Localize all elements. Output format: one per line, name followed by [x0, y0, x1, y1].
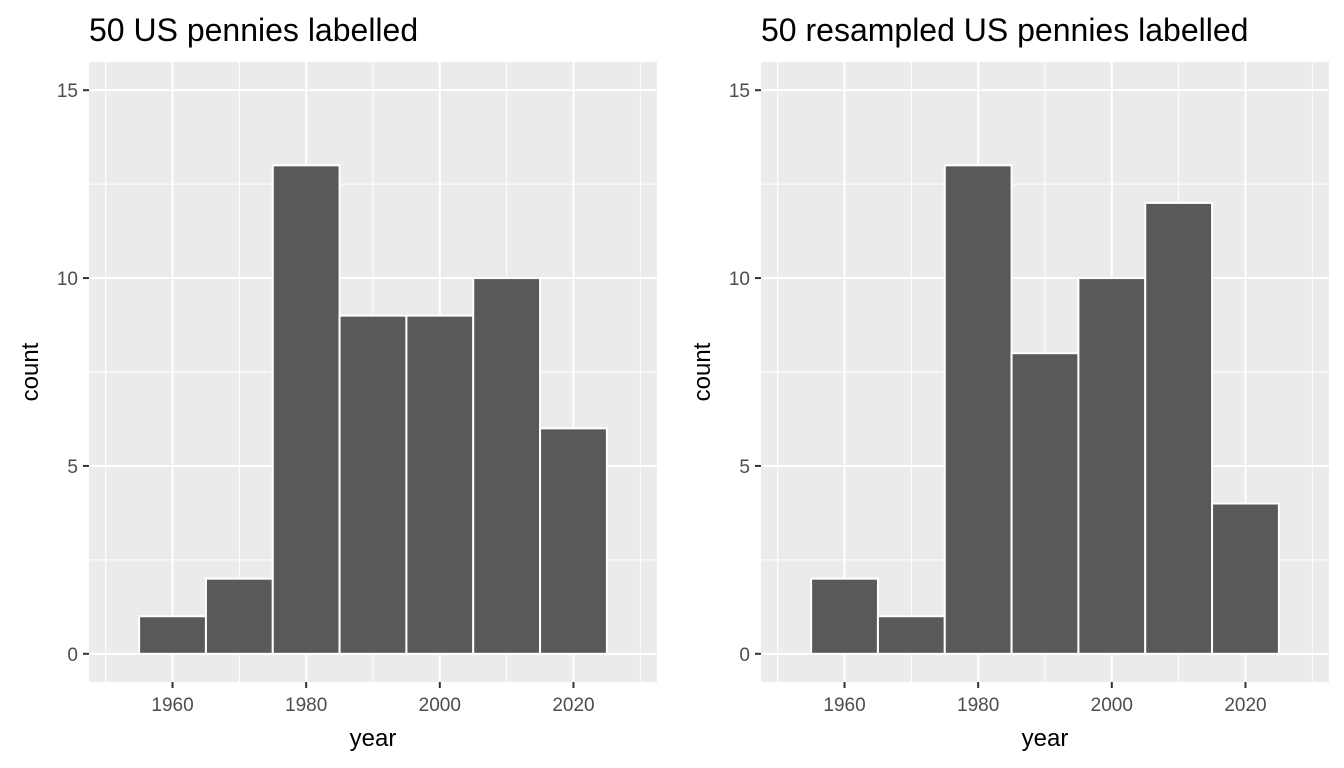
- left-x-tick-label: 2020: [552, 695, 594, 716]
- right-y-tick-label: 5: [739, 457, 750, 478]
- left-histogram-panel: 0 5 10 15 1960 1980 2000 2020 50 US pennies lab…: [17, 12, 657, 752]
- left-chart-title: 50 US pennies labelled: [89, 12, 418, 48]
- left-x-axis-title: year: [350, 725, 397, 752]
- right-y-tick-label: 10: [729, 269, 750, 290]
- right-bar-1975-1985: [943, 164, 1013, 655]
- left-y-tick-label: 0: [67, 645, 78, 666]
- left-y-axis-title: count: [17, 342, 44, 401]
- right-bar-2005-2015: [1144, 201, 1214, 655]
- right-y-tick-label: 15: [729, 81, 750, 102]
- left-x-tick-label: 2000: [419, 695, 461, 716]
- right-y-tick-label: 0: [739, 645, 750, 666]
- left-plot-area: 0 5 10 15 1960 1980 2000 2020: [57, 62, 657, 716]
- left-x-tick-label: 1980: [285, 695, 327, 716]
- right-bar-1965-1975: [876, 615, 946, 655]
- right-bar-1995-2005: [1077, 277, 1147, 655]
- left-bar-2015-2025: [539, 427, 608, 655]
- right-bar-1955-1965: [810, 577, 879, 655]
- left-x-tick-label: 1960: [151, 695, 193, 716]
- left-y-tick-label: 10: [57, 269, 78, 290]
- right-plot-area: 0 5 10 15 1960 1980 2000 2020: [729, 62, 1329, 716]
- right-bar-2015-2025: [1211, 502, 1280, 655]
- left-bar-2005-2015: [472, 277, 542, 655]
- left-y-tick-label: 15: [57, 81, 78, 102]
- right-x-axis-title: year: [1022, 725, 1069, 752]
- right-y-axis-title: count: [689, 342, 716, 401]
- right-bar-1985-1995: [1010, 352, 1080, 655]
- right-x-tick-label: 1980: [957, 695, 999, 716]
- left-y-tick-label: 5: [67, 457, 78, 478]
- left-bar-1985-1995: [338, 314, 408, 655]
- left-bar-1965-1975: [204, 577, 274, 655]
- right-histogram-panel: 0 5 10 15 1960 1980 2000 2020 50 resampled US p…: [689, 12, 1329, 752]
- right-x-tick-label: 2000: [1091, 695, 1133, 716]
- left-bar-1995-2005: [405, 314, 475, 655]
- right-x-tick-label: 2020: [1224, 695, 1266, 716]
- right-x-tick-label: 1960: [823, 695, 865, 716]
- left-bar-1975-1985: [271, 164, 341, 655]
- left-bar-1955-1965: [138, 615, 207, 655]
- right-chart-title: 50 resampled US pennies labelled: [761, 12, 1248, 48]
